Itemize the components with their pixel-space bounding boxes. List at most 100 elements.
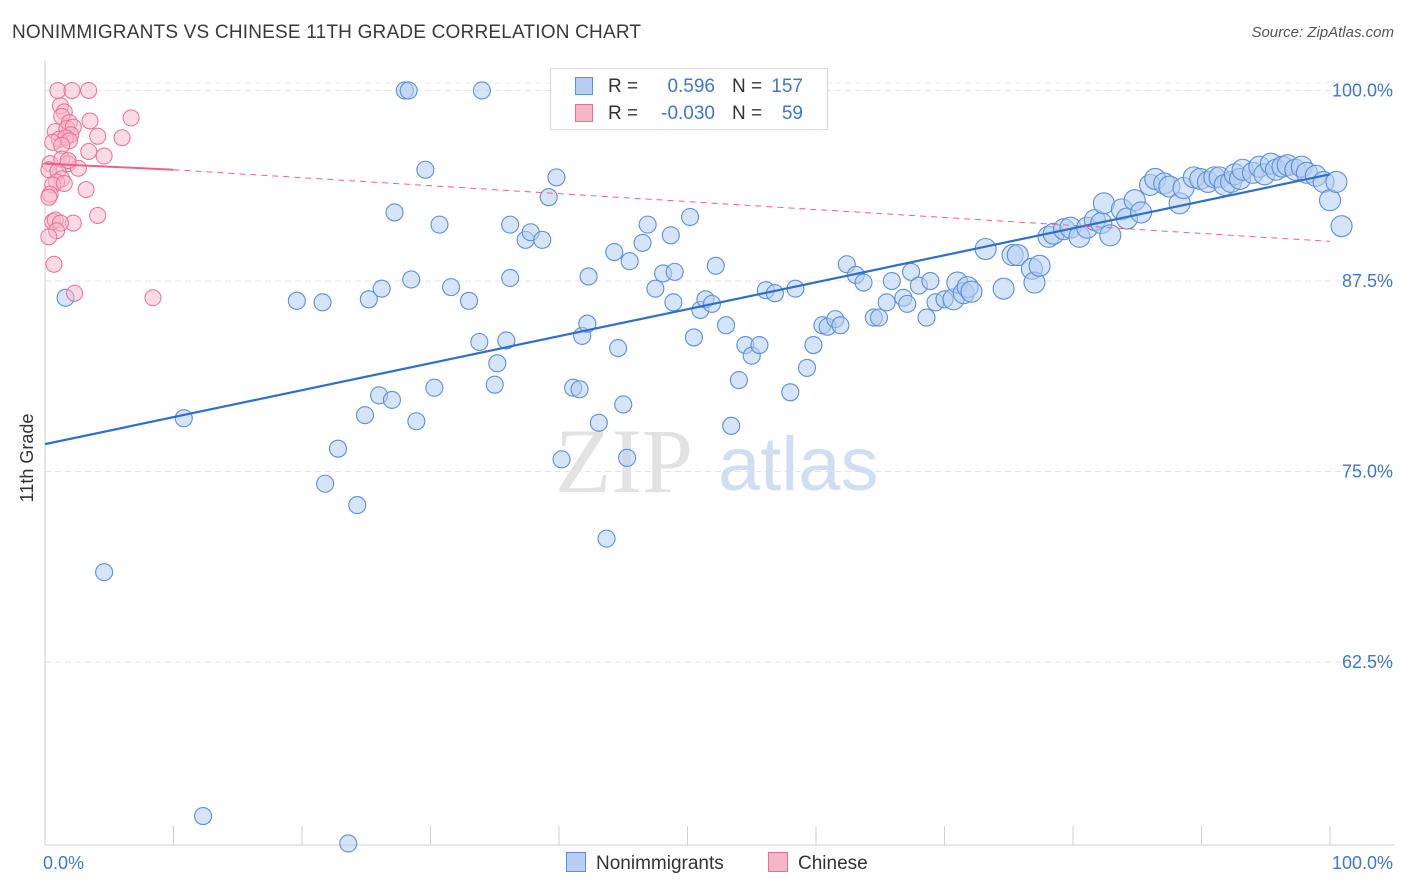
data-point-nonimmigrants [804,335,823,355]
data-point-nonimmigrants [831,316,850,335]
data-point-nonimmigrants [722,416,741,435]
y-tick-label: 62.5% [1342,652,1393,672]
axis-layer: 62.5% 75.0% 87.5% 100.0% 0.0% 100.0% [43,60,1394,873]
watermark-atlas: atlas [718,422,879,507]
trendline-chinese-solid [44,162,174,171]
data-point-nonimmigrants [501,268,520,288]
data-point-chinese [81,112,99,130]
data-point-nonimmigrants [681,207,700,227]
chart-title: NONIMMIGRANTS VS CHINESE 11TH GRADE CORR… [12,22,642,43]
data-point-chinese [49,81,67,99]
data-point-nonimmigrants [287,291,306,310]
data-point-nonimmigrants [684,328,703,347]
data-point-nonimmigrants [917,308,936,327]
data-point-nonimmigrants [485,375,504,394]
data-point-nonimmigrants [442,278,461,297]
data-point-nonimmigrants [579,267,598,286]
data-point-nonimmigrants [501,215,520,234]
data-point-nonimmigrants [416,160,435,179]
legend-n-value: 157 [771,76,803,97]
x-tick-label: 0.0% [43,853,84,873]
data-point-nonimmigrants [402,270,421,289]
data-point-nonimmigrants [605,243,624,262]
bottom-legend-swatch-nonimmigrants [566,852,586,872]
data-point-nonimmigrants [533,230,552,249]
legend-row-chinese: R = -0.030 N = 59 [551,101,827,127]
data-point-nonimmigrants [355,406,375,425]
data-point-chinese [89,127,107,145]
data-point-nonimmigrants [407,412,426,431]
data-point-nonimmigrants [570,380,589,399]
source-label: Source: ZipAtlas.com [1251,24,1394,41]
data-point-nonimmigrants [339,834,358,853]
data-point-nonimmigrants [194,806,213,826]
data-point-nonimmigrants [797,358,817,377]
data-point-nonimmigrants [488,354,507,373]
legend-n-value: 59 [781,103,803,124]
data-point-chinese [45,255,63,273]
data-point-nonimmigrants [382,390,402,409]
data-point-nonimmigrants [328,439,348,458]
data-point-nonimmigrants [882,271,901,291]
legend-r-label: R = [608,103,639,124]
data-point-chinese [59,152,77,170]
data-point-nonimmigrants [646,279,665,298]
stats-legend: R = 0.596 N = 157 R = -0.030 N = 59 [550,68,828,130]
data-point-chinese [80,81,98,99]
data-point-nonimmigrants [618,448,637,467]
legend-swatch-chinese [575,104,593,122]
data-point-nonimmigrants [348,496,367,515]
data-point-nonimmigrants [597,529,616,548]
data-point-nonimmigrants [547,168,566,187]
legend-n-label: N = [732,76,763,97]
data-point-nonimmigrants [1006,244,1029,267]
bottom-legend-swatch-chinese [768,852,788,872]
legend-r-value: 0.596 [667,76,715,97]
data-point-nonimmigrants [313,293,332,312]
data-point-nonimmigrants [1028,254,1051,277]
data-point-nonimmigrants [1330,215,1353,238]
data-point-chinese [122,109,140,127]
data-point-nonimmigrants [459,291,479,310]
data-point-nonimmigrants [716,316,736,335]
data-point-nonimmigrants [633,233,652,252]
data-point-chinese [40,188,58,206]
data-point-nonimmigrants [359,290,378,309]
data-point-nonimmigrants [1325,170,1348,193]
data-point-nonimmigrants [750,335,769,355]
data-point-nonimmigrants [661,226,680,245]
y-tick-label: 75.0% [1342,462,1393,482]
data-point-chinese [40,228,58,246]
data-point-nonimmigrants [614,395,633,414]
data-point-nonimmigrants [539,188,558,207]
data-point-nonimmigrants [664,293,683,312]
data-point-nonimmigrants [869,308,889,327]
bottom-legend-chinese: Chinese [768,852,868,875]
data-point-nonimmigrants [898,294,917,313]
data-point-chinese [80,142,98,160]
data-point-chinese [66,284,84,302]
data-point-nonimmigrants [95,563,114,582]
legend-r-value: -0.030 [661,103,715,124]
bottom-legend-label-nonimmigrants: Nonimmigrants [596,853,724,874]
chinese-points [40,81,162,307]
x-tick-label: 100.0% [1332,853,1393,873]
data-point-nonimmigrants [960,280,983,303]
data-point-nonimmigrants [470,332,489,352]
data-point-chinese [95,147,113,165]
data-point-chinese [63,81,81,99]
data-point-nonimmigrants [472,81,491,100]
data-point-nonimmigrants [729,371,748,390]
data-point-nonimmigrants [706,256,725,275]
data-point-nonimmigrants [316,474,335,493]
nonimmigrants-points [56,81,1353,853]
data-point-nonimmigrants [609,339,628,358]
data-point-nonimmigrants [372,279,391,298]
bottom-legend-nonimmigrants: Nonimmigrants [566,852,724,875]
legend-row-nonimmigrants: R = 0.596 N = 157 [551,74,827,100]
data-point-nonimmigrants [385,203,404,222]
data-point-nonimmigrants [399,81,418,100]
data-point-nonimmigrants [921,271,940,291]
data-point-nonimmigrants [430,215,449,234]
y-tick-label: 100.0% [1332,80,1393,100]
